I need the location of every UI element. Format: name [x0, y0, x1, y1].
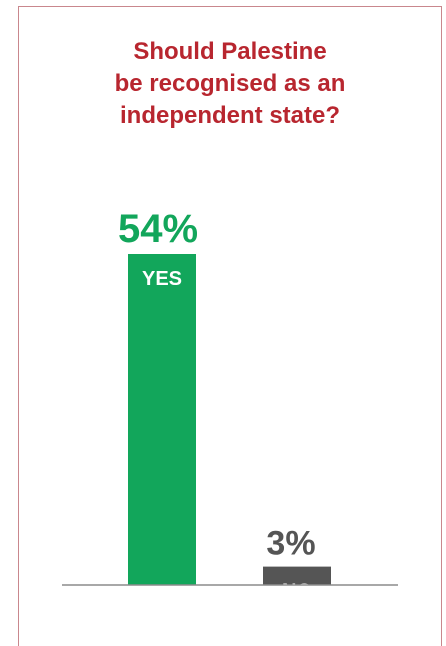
chart-frame: [18, 6, 442, 646]
category-label-yes: YES: [142, 268, 182, 290]
chart-title-line-2: be recognised as an: [114, 70, 346, 97]
chart-title: Should Palestine be recognised as an ind…: [60, 36, 400, 132]
bar-chart: YES 54% NO 3%: [62, 207, 398, 603]
category-label-no: NO: [282, 581, 312, 603]
chart-title-line-3: independent state?: [119, 102, 341, 129]
bar-no: [263, 566, 331, 585]
chart-title-line-1: Should Palestine: [133, 38, 327, 65]
value-label-no: 3%: [266, 525, 315, 563]
bar-yes: [128, 254, 196, 585]
value-label-yes: 54%: [118, 207, 198, 251]
